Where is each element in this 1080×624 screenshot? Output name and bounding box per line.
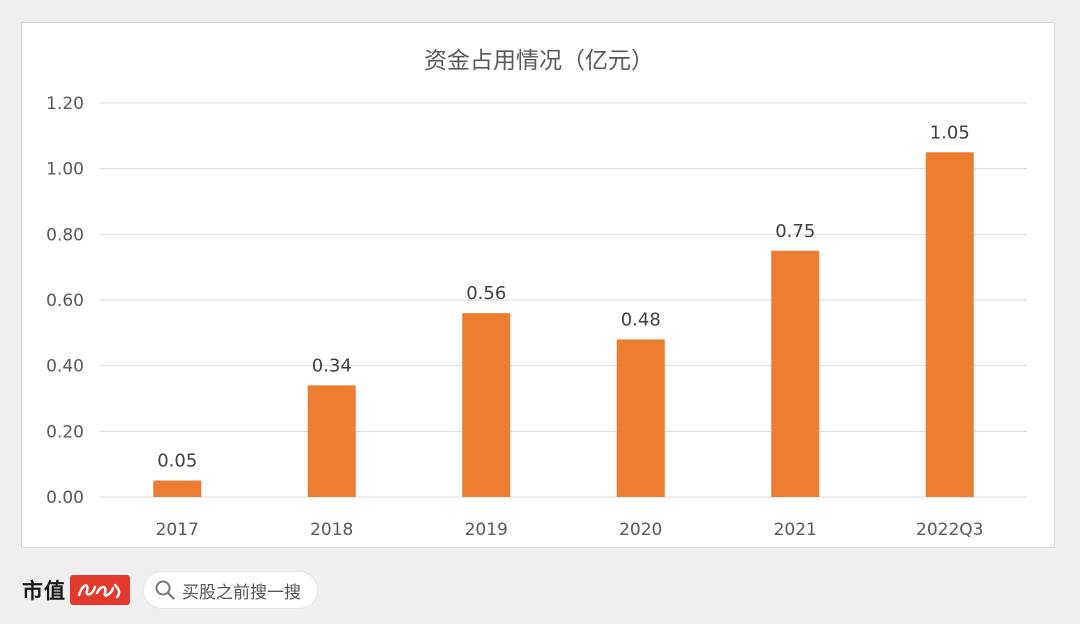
logo-text: 市值 bbox=[22, 578, 66, 603]
data-labels: 0.05 0.34 0.56 0.48 0.75 1.05 bbox=[157, 122, 970, 471]
bar bbox=[771, 250, 820, 497]
y-tick-label: 0.40 bbox=[46, 357, 84, 377]
data-label: 0.75 bbox=[775, 221, 815, 242]
data-label: 0.56 bbox=[466, 283, 506, 304]
search-icon bbox=[155, 580, 175, 600]
y-tick-label: 0.80 bbox=[46, 225, 84, 245]
search-box[interactable]: 买股之前搜一搜 bbox=[144, 572, 317, 608]
bar bbox=[925, 152, 974, 497]
bars bbox=[153, 152, 974, 497]
bar bbox=[462, 313, 511, 497]
chart-card: 资金占用情况（亿元） 0.00 0.20 0.40 0.60 0.80 1.00 1.20 … bbox=[21, 22, 1055, 548]
y-tick-label: 0.20 bbox=[46, 422, 84, 442]
bar bbox=[153, 480, 202, 497]
y-tick-label: 0.60 bbox=[46, 291, 84, 311]
calligraphy-mark-icon bbox=[77, 583, 121, 599]
bar-chart: 资金占用情况（亿元） 0.000.200.400.600.801.001.20 … bbox=[46, 48, 1027, 540]
bar bbox=[616, 339, 665, 497]
y-axis-tick-labels: 0.00 0.20 0.40 0.60 0.80 1.00 1.20 bbox=[46, 94, 84, 508]
x-tick-label: 2017 bbox=[156, 520, 199, 540]
x-tick-label: 2020 bbox=[619, 520, 662, 540]
y-tick-label: 1.20 bbox=[46, 94, 84, 114]
x-tick-label: 2021 bbox=[774, 520, 817, 540]
data-label: 0.48 bbox=[621, 309, 661, 330]
y-tick-label: 1.00 bbox=[46, 160, 84, 180]
brand-logo[interactable]: 市值 bbox=[22, 571, 130, 609]
data-label: 1.05 bbox=[930, 122, 970, 143]
search-placeholder: 买股之前搜一搜 bbox=[182, 582, 301, 603]
data-label: 0.05 bbox=[157, 451, 197, 472]
gridlines bbox=[100, 102, 1027, 498]
footer-bar: 市值 买股之前搜一搜 bbox=[22, 568, 622, 612]
y-tick-label: 0.00 bbox=[46, 488, 84, 508]
x-tick-label: 2018 bbox=[310, 520, 353, 540]
bar bbox=[307, 385, 356, 497]
x-tick-label: 2019 bbox=[465, 520, 508, 540]
logo-calligraphy-badge bbox=[70, 575, 130, 605]
data-label: 0.34 bbox=[312, 355, 352, 376]
x-axis-tick-labels: 2017 2018 2019 2020 2021 2022Q3 bbox=[156, 520, 984, 540]
chart-title: 资金占用情况（亿元） bbox=[424, 48, 654, 74]
x-tick-label: 2022Q3 bbox=[916, 520, 983, 540]
